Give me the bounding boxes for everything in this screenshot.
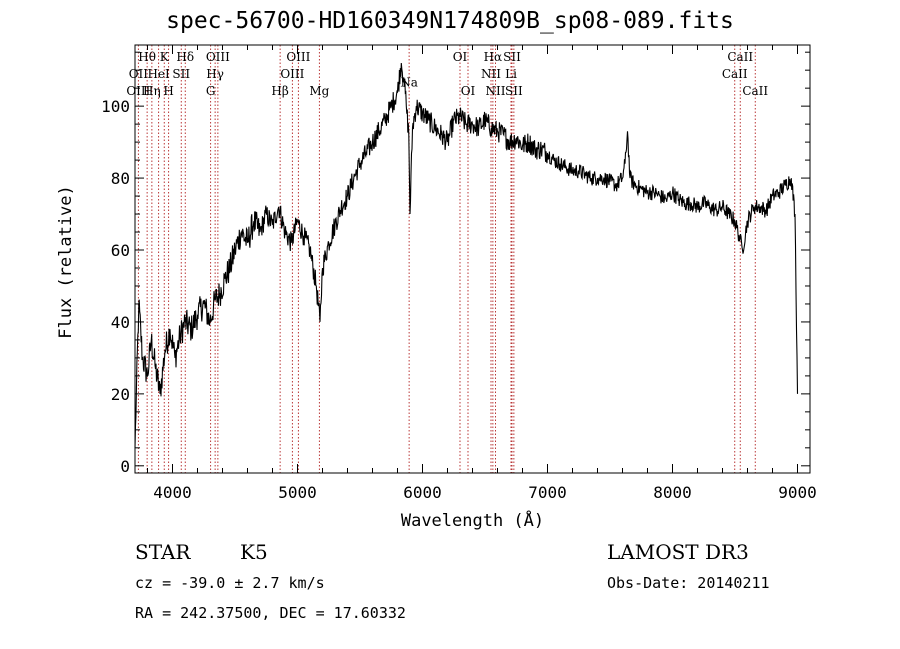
line-label: NII bbox=[486, 84, 506, 98]
y-tick-label: 0 bbox=[120, 457, 130, 476]
redshift-cz: cz = -39.0 ± 2.7 km/s bbox=[135, 574, 325, 592]
line-label: Hη bbox=[143, 84, 161, 98]
line-label: NII bbox=[481, 67, 501, 81]
x-tick-label: 7000 bbox=[528, 483, 567, 502]
line-label: OIII bbox=[126, 84, 150, 98]
y-tick-label: 40 bbox=[111, 313, 130, 332]
line-label: OI bbox=[453, 50, 468, 64]
line-label: CaII bbox=[722, 67, 748, 81]
plot-frame bbox=[134, 44, 811, 474]
object-class: STAR bbox=[135, 540, 191, 564]
data-release: LAMOST DR3 bbox=[607, 540, 749, 564]
line-label: Hβ bbox=[271, 84, 288, 98]
y-axis-label: Flux (relative) bbox=[56, 185, 76, 339]
y-tick-label: 20 bbox=[111, 385, 130, 404]
line-label: SII bbox=[503, 50, 521, 64]
line-label: SII bbox=[172, 67, 190, 81]
line-label: SII bbox=[505, 84, 523, 98]
spectral-line-labels: Hθ OII OIII K HeI Hη Hδ SII H OIII Hγ G OIII OIII Hβ Mg… bbox=[126, 50, 768, 98]
line-label: HeI bbox=[147, 67, 170, 81]
line-label: CaII bbox=[742, 84, 768, 98]
line-label: OIII bbox=[206, 50, 230, 64]
line-label: OIII bbox=[286, 50, 310, 64]
line-label: OII bbox=[129, 67, 149, 81]
line-label: Hθ bbox=[138, 50, 156, 64]
series-line-flux bbox=[134, 62, 799, 448]
x-tick-label: 4000 bbox=[153, 483, 192, 502]
observation-date: Obs-Date: 20140211 bbox=[607, 574, 770, 592]
x-tick-label: 5000 bbox=[278, 483, 317, 502]
line-label: H bbox=[163, 84, 173, 98]
line-label: Mg bbox=[309, 84, 329, 98]
line-label: Hδ bbox=[176, 50, 194, 64]
y-tick-label: 60 bbox=[111, 241, 130, 260]
x-tick-label: 9000 bbox=[778, 483, 817, 502]
line-label: OIII bbox=[280, 67, 304, 81]
line-label: K bbox=[160, 50, 170, 64]
line-label: OI bbox=[461, 84, 476, 98]
coordinates: RA = 242.37500, DEC = 17.60332 bbox=[135, 604, 406, 622]
chart-title: spec-56700-HD160349N174809B_sp08-089.fit… bbox=[166, 8, 734, 34]
line-label: Li bbox=[505, 67, 517, 81]
y-tick-label: 80 bbox=[111, 169, 130, 188]
line-label: CaII bbox=[727, 50, 753, 64]
line-label: Hγ bbox=[206, 67, 224, 81]
x-axis-label: Wavelength (Å) bbox=[400, 511, 545, 531]
axis-ticks: 4000 5000 6000 7000 8000 9000 0 20 40 60 80 100 bbox=[101, 45, 817, 502]
x-tick-label: 8000 bbox=[653, 483, 692, 502]
line-label: G bbox=[206, 84, 216, 98]
object-subclass: K5 bbox=[240, 540, 268, 564]
x-tick-label: 6000 bbox=[403, 483, 442, 502]
line-label: Hα bbox=[484, 50, 503, 64]
y-tick-label: 100 bbox=[101, 97, 130, 116]
